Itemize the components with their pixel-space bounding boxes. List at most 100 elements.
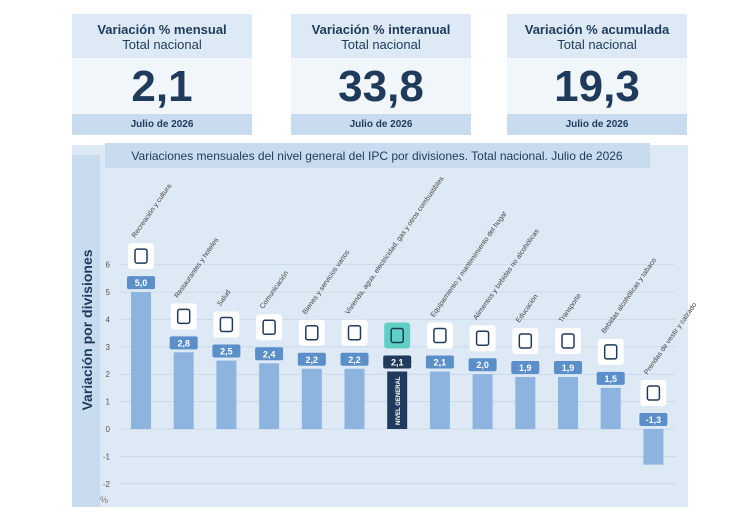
- y-tick-label: -2: [103, 480, 111, 489]
- icon-glyph: [347, 325, 362, 341]
- unit-label: %: [100, 495, 108, 505]
- value-label: 2,1: [434, 358, 447, 368]
- value-label-box: [596, 371, 625, 385]
- value-label-box: [169, 336, 198, 350]
- icon: [555, 327, 581, 354]
- value-label-box: [425, 355, 454, 369]
- icon-glyph: [262, 319, 276, 336]
- card-value: 19,3: [554, 62, 640, 111]
- bar: [643, 429, 664, 465]
- icon-glyph: [176, 308, 191, 325]
- value-label: 1,9: [519, 363, 532, 373]
- icon: [341, 319, 368, 346]
- card-value: 2,1: [131, 62, 193, 111]
- card-title: Variación % acumulada: [524, 22, 670, 37]
- icon-glyph: [561, 333, 575, 349]
- value-label: 1,5: [604, 374, 617, 384]
- icon: [128, 243, 154, 270]
- icon-glyph: [219, 316, 234, 333]
- bar: [472, 374, 493, 430]
- y-tick-label: 5: [106, 288, 111, 297]
- bar: [600, 387, 621, 430]
- y-axis-label: Variación por divisiones: [79, 249, 95, 410]
- value-label: 2,2: [306, 355, 319, 365]
- icon-glyph: [475, 330, 490, 346]
- card-header: Variación % acumulada Total nacional: [507, 14, 687, 58]
- value-label: 2,4: [263, 349, 276, 359]
- card-header: Variación % mensual Total nacional: [72, 14, 252, 58]
- bar: [259, 363, 280, 430]
- value-label-box: [554, 360, 582, 374]
- bar: [429, 371, 450, 430]
- value-label-box: [639, 413, 668, 427]
- icon: [597, 338, 624, 365]
- kpi-card: Variación % mensual Total nacional 2,1 Juli…: [72, 14, 252, 135]
- icon: [512, 327, 539, 354]
- icon: [384, 322, 411, 349]
- value-label-box: [127, 276, 155, 290]
- value-label-box: [468, 358, 497, 372]
- value-label-box: [255, 347, 284, 361]
- card-value: 33,8: [338, 62, 424, 111]
- y-tick-label: 4: [106, 315, 111, 324]
- value-label: 2,0: [476, 360, 489, 370]
- icon: [256, 314, 283, 341]
- bar: [301, 368, 322, 430]
- icon: [426, 322, 453, 349]
- card-date: Julio de 2026: [72, 114, 252, 135]
- y-tick-label: 1: [106, 398, 111, 407]
- icon: [213, 311, 240, 338]
- value-label: 1,9: [562, 363, 575, 373]
- card-subtitle: Total nacional: [341, 37, 421, 52]
- y-tick-label: -1: [103, 452, 111, 461]
- icon: [170, 303, 197, 330]
- card-header: Variación % interanual Total nacional: [291, 14, 471, 58]
- y-tick-label: 6: [106, 261, 111, 270]
- y-tick-label: 0: [106, 425, 111, 434]
- icon-glyph: [603, 344, 618, 360]
- icon: [640, 380, 667, 407]
- bar: [515, 376, 536, 430]
- icon: [298, 319, 325, 346]
- bar: [387, 371, 408, 430]
- value-label: 2,8: [177, 338, 190, 348]
- card-subtitle: Total nacional: [557, 37, 637, 52]
- value-label-box: [340, 352, 369, 366]
- icon-glyph: [134, 248, 148, 264]
- card-date: Julio de 2026: [507, 114, 687, 135]
- value-label: 5,0: [135, 278, 148, 288]
- y-tick-label: 3: [106, 343, 111, 352]
- bar: [131, 292, 151, 430]
- y-tick-label: 2: [106, 370, 111, 379]
- card-title: Variación % interanual: [311, 22, 451, 37]
- value-label-box: [511, 360, 540, 374]
- kpi-card: Variación % interanual Total nacional 33,8…: [291, 14, 471, 135]
- icon-glyph: [305, 325, 319, 341]
- bar: [344, 368, 365, 430]
- icon-glyph: [433, 327, 447, 344]
- kpi-card: Variación % acumulada Total nacional 19,3 J…: [507, 14, 687, 135]
- value-label-box: [383, 355, 412, 369]
- category-label: NIVEL GENERAL: [396, 376, 402, 425]
- icon-glyph: [518, 333, 533, 349]
- bar: [216, 360, 237, 430]
- title-box: [105, 143, 650, 168]
- value-label: 2,1: [391, 358, 404, 368]
- card-date: Julio de 2026: [291, 114, 471, 135]
- icon-glyph: [646, 385, 661, 401]
- icon-glyph: [390, 327, 404, 344]
- bar: [558, 376, 578, 430]
- y-label-band: [72, 155, 100, 507]
- value-label-box: [212, 344, 241, 358]
- card-title: Variación % mensual: [97, 22, 227, 37]
- chart-title: Variaciones mensuales del nivel general …: [131, 149, 623, 163]
- value-label: -1,3: [646, 415, 662, 425]
- icon: [469, 325, 496, 352]
- value-label-box: [297, 352, 326, 366]
- value-label: 2,2: [348, 355, 361, 365]
- value-label: 2,5: [220, 347, 233, 357]
- bar: [173, 352, 194, 430]
- card-subtitle: Total nacional: [122, 37, 202, 52]
